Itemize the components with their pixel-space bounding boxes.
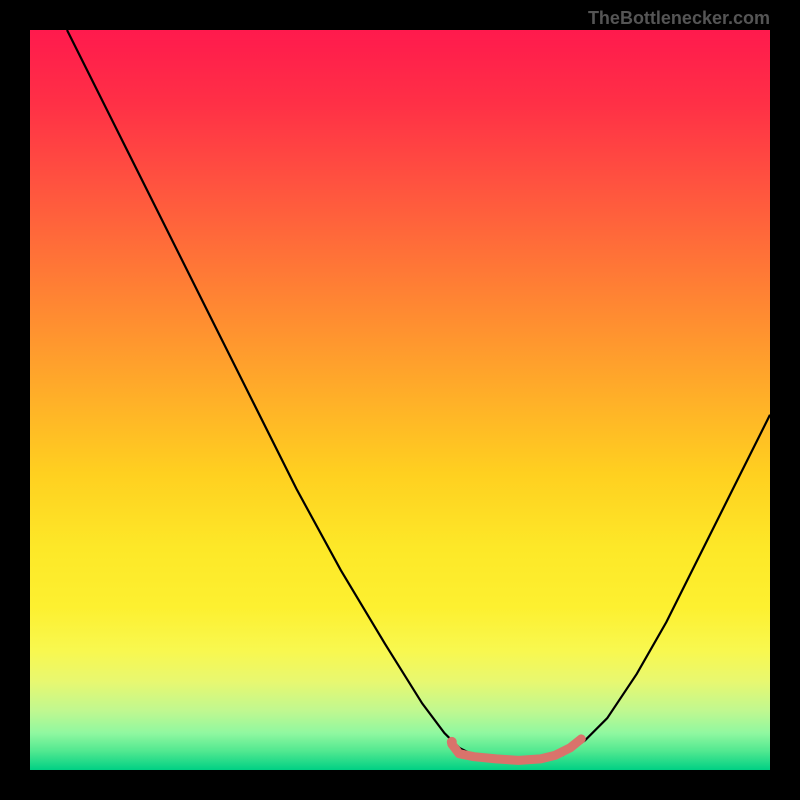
optimal-point-marker [447,737,457,747]
gradient-background [30,30,770,770]
chart-container: TheBottlenecker.com [0,0,800,800]
chart-svg [30,30,770,770]
watermark-text: TheBottlenecker.com [588,8,770,29]
plot-area: TheBottlenecker.com [30,30,770,770]
